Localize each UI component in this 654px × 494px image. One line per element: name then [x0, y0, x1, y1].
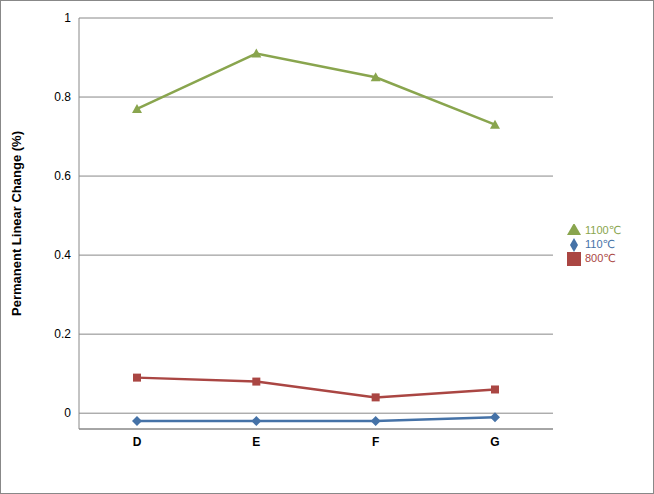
svg-text:1: 1 [64, 11, 71, 25]
svg-text:Permanent Linear Change (%): Permanent Linear Change (%) [9, 131, 24, 316]
svg-text:F: F [372, 435, 379, 449]
svg-text:E: E [252, 435, 260, 449]
svg-text:G: G [490, 435, 499, 449]
html-text:110℃: 110℃ [585, 238, 615, 250]
svg-text:D: D [133, 435, 142, 449]
html-text:800℃: 800℃ [585, 252, 616, 264]
svg-text:0: 0 [64, 406, 71, 420]
svg-text:0.6: 0.6 [54, 169, 71, 183]
svg-text:0.2: 0.2 [54, 327, 71, 341]
svg-text:0.4: 0.4 [54, 248, 71, 262]
svg-text:0.8: 0.8 [54, 90, 71, 104]
html-text:1100℃: 1100℃ [585, 223, 621, 236]
